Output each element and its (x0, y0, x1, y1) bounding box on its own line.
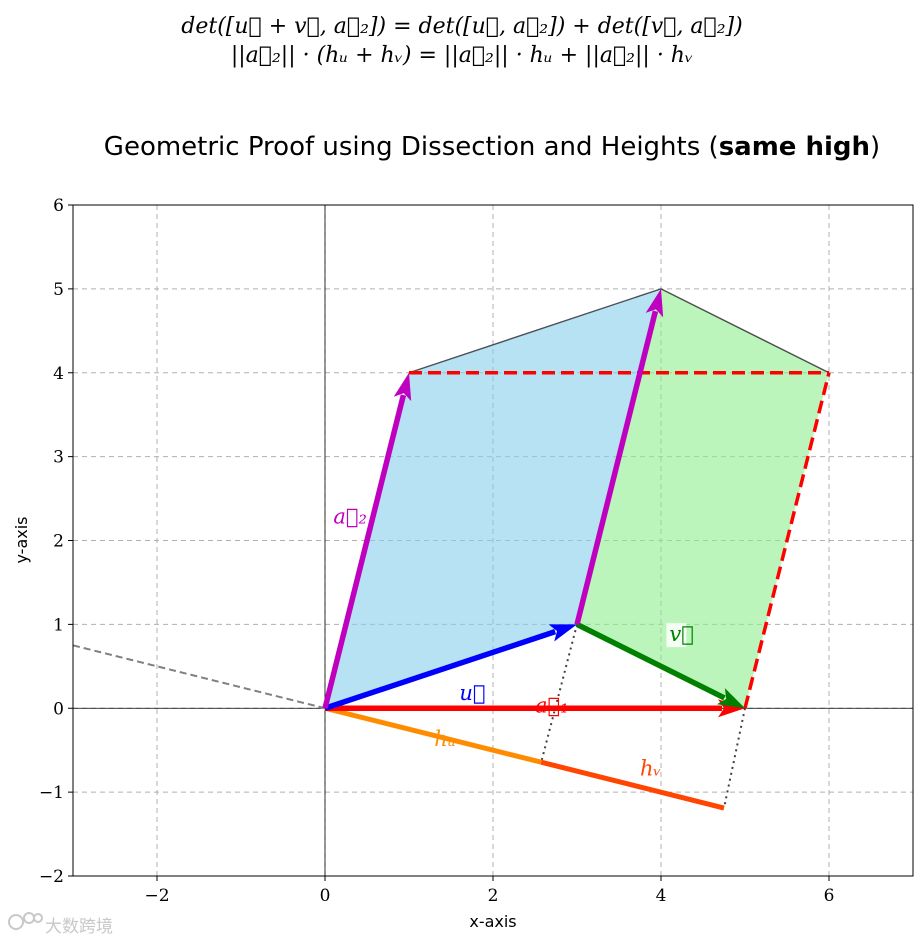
v-parallelogram-fill (577, 288, 829, 709)
h_v-segment (540, 759, 725, 811)
parallelogram-fills (325, 288, 829, 709)
x-tick-label: 6 (824, 886, 835, 906)
vector-v-shaft (575, 621, 726, 701)
vector-a2-arrowhead (393, 372, 412, 402)
vector-v-arrowhead (716, 688, 745, 709)
x-tick-label: 0 (320, 886, 331, 906)
y-tick-label: −2 (39, 867, 64, 887)
x-axis-label: x-axis (469, 912, 516, 931)
y-tick-label: 5 (53, 280, 64, 300)
h_u-segment (324, 705, 542, 765)
vector-label-a1: a⃗₁ (535, 693, 569, 717)
height-label-h_v: hᵥ (640, 756, 661, 780)
height-label-h_u: hᵤ (434, 727, 456, 751)
y-tick-label: 2 (53, 532, 64, 552)
vector-a2-shaft (322, 394, 407, 709)
y-tick-label: 1 (53, 615, 64, 635)
label-background (666, 623, 687, 648)
vector-label-v: v⃗ (669, 622, 693, 646)
watermark-logo-icon (8, 912, 43, 930)
y-axis-label: y-axis (12, 516, 31, 563)
parallelogram-edge (660, 288, 830, 374)
equation-line-2: ||a⃗₂|| · (hᵤ + hᵥ) = ||a⃗₂|| · hᵤ + ||a… (231, 43, 693, 68)
y-tick-label: 4 (53, 364, 64, 384)
vector-label-u: u⃗ (459, 681, 485, 705)
equation-line-1: det([u⃗ + v⃗, a⃗₂]) = det([u⃗, a⃗₂]) + d… (181, 14, 742, 39)
watermark: 大数跨境 (45, 917, 113, 937)
parallelogram-edge (408, 288, 662, 374)
x-tick-label: −2 (144, 886, 169, 906)
y-tick-label: 6 (53, 196, 64, 216)
y-tick-label: 0 (53, 699, 64, 719)
vector-u-shaft (324, 629, 557, 711)
vector-label-a2: a⃗₂ (333, 505, 367, 529)
projection-line (723, 708, 746, 809)
chart-title: Geometric Proof using Dissection and Hei… (104, 132, 880, 162)
axis-ticks: −2 0 2 4 6 −2 −1 0 1 2 3 4 5 6 (39, 196, 834, 906)
vectors (322, 288, 745, 718)
guide-lines (73, 205, 913, 876)
y-tick-label: −1 (39, 783, 64, 803)
x-tick-label: 4 (656, 886, 667, 906)
normal-line (73, 644, 326, 710)
dashed-red-line (743, 372, 831, 709)
vector-a2-shifted-shaft (574, 310, 659, 626)
y-tick-label: 3 (53, 448, 64, 468)
vector-u-arrowhead (548, 624, 577, 642)
vector-labels: a⃗₂ u⃗ v⃗ a⃗₁ hᵤ hᵥ (333, 505, 693, 781)
x-tick-label: 2 (488, 886, 499, 906)
vector-a2-shifted-arrowhead (645, 288, 664, 318)
